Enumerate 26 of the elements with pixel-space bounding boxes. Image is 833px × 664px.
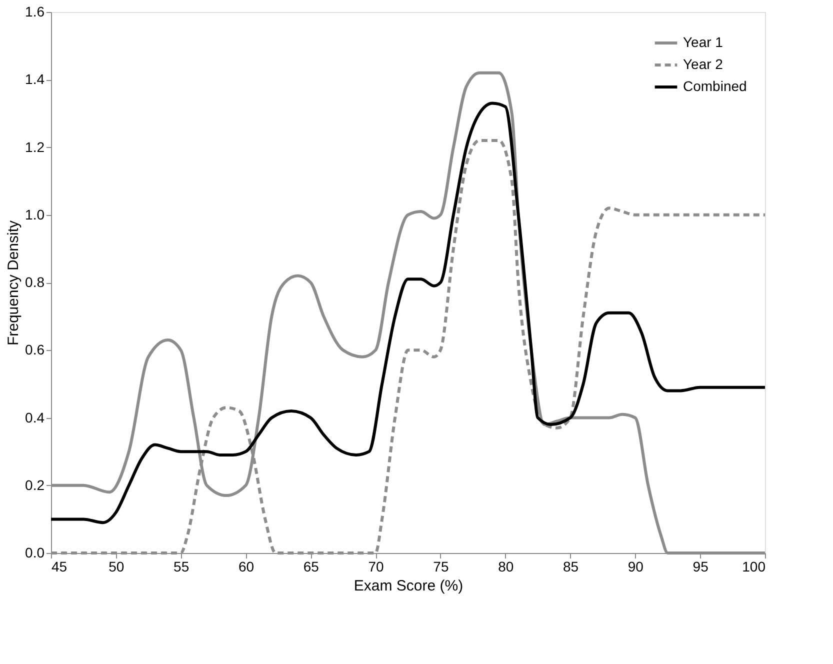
legend-label: Year 1 xyxy=(683,34,724,50)
x-tick-label: 45 xyxy=(52,558,68,574)
x-tick-label: 80 xyxy=(498,558,514,574)
y-tick-label: 0.4 xyxy=(25,409,45,426)
x-tick-label: 50 xyxy=(108,558,124,574)
legend-label: Year 2 xyxy=(683,56,724,72)
x-tick-label: 75 xyxy=(433,558,449,574)
y-tick-label: 0.6 xyxy=(25,342,45,358)
x-tick-label: 55 xyxy=(174,558,190,574)
y-tick-label: 0.2 xyxy=(25,476,45,493)
x-axis-title: Exam Score (%) xyxy=(354,578,464,594)
x-tick-label: 70 xyxy=(368,558,384,574)
x-tick-label: 95 xyxy=(692,558,709,574)
x-tick-label: 90 xyxy=(628,558,644,574)
x-tick-label: 85 xyxy=(562,558,579,574)
y-tick-label: 0.8 xyxy=(25,274,45,290)
x-tick-label: 60 xyxy=(238,558,254,574)
y-axis-title: Frequency Density xyxy=(5,220,22,346)
legend-label: Combined xyxy=(683,78,747,94)
y-tick-label: 1.0 xyxy=(25,206,45,222)
x-tick-label: 65 xyxy=(303,558,320,574)
y-tick-label: 0.0 xyxy=(25,544,45,560)
y-tick-label: 1.4 xyxy=(25,71,45,88)
y-tick-label: 1.6 xyxy=(25,4,45,20)
y-tick-label: 1.2 xyxy=(25,138,45,155)
x-tick-label: 100 xyxy=(742,558,766,574)
